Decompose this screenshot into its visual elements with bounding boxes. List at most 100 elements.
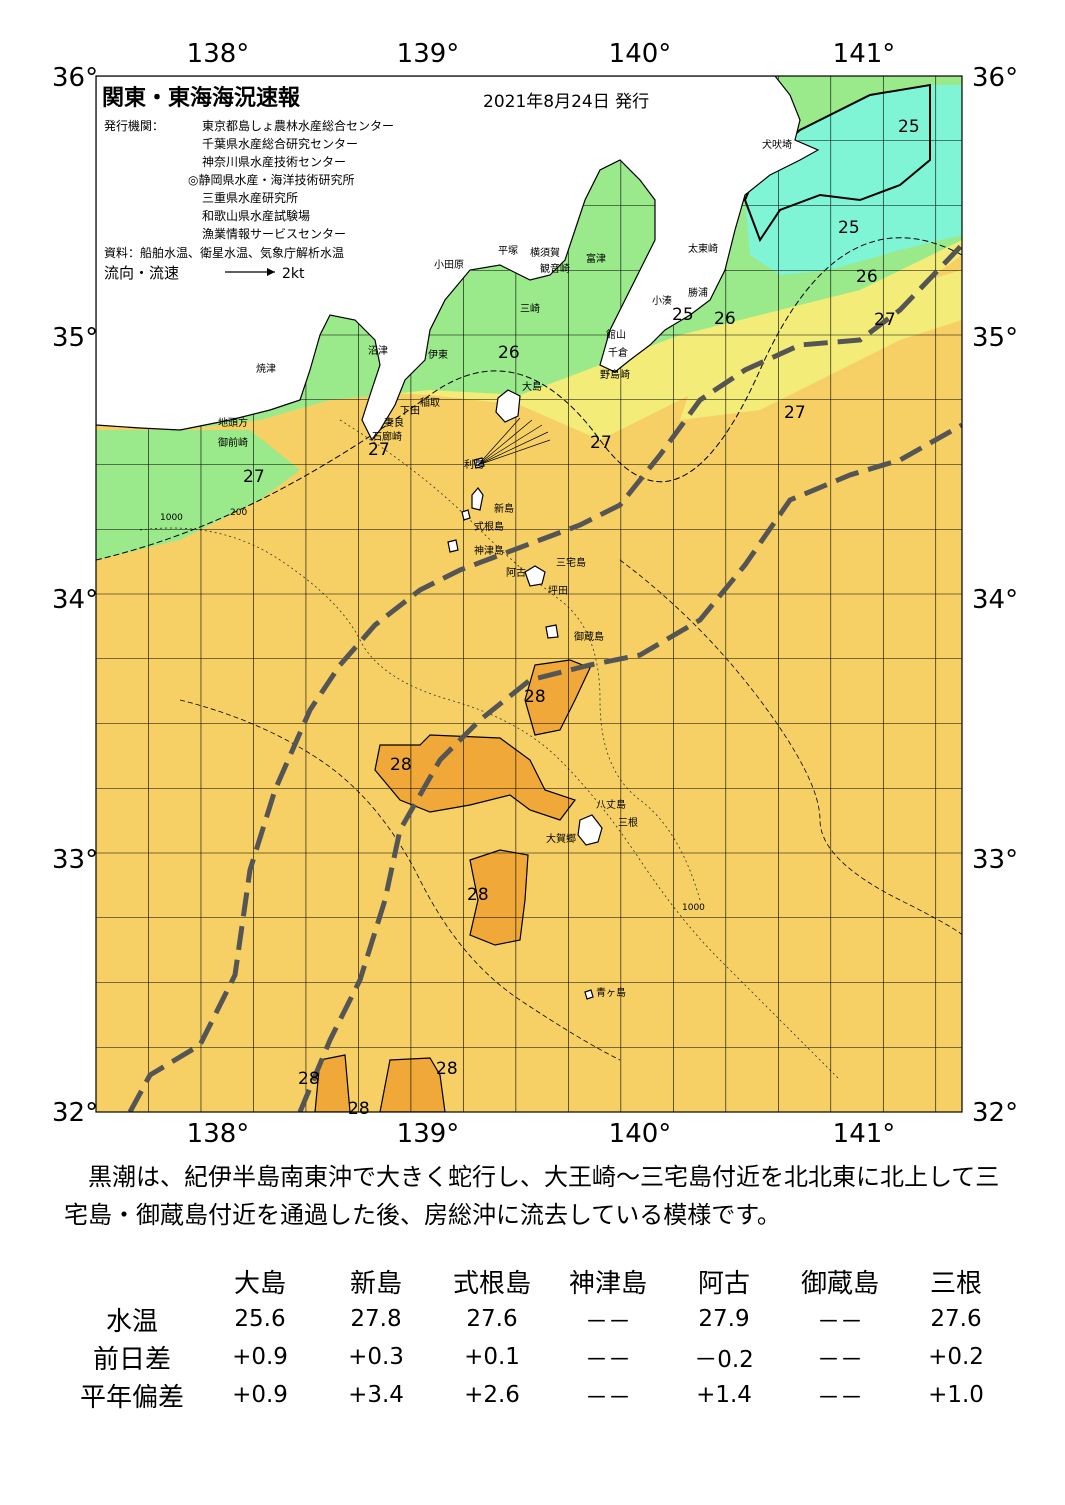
place-hiratsuka: 平塚 (498, 245, 518, 257)
col-ako: 阿古 (697, 1268, 750, 1299)
place-aogashima: 青ヶ島 (596, 986, 626, 999)
col-shikinejima: 式根島 (452, 1268, 531, 1299)
table-cell: 27.8 (350, 1306, 402, 1332)
isotherm-label: 26 (498, 343, 520, 363)
place-mitsune: 三根 (618, 816, 638, 829)
lat-label-34-left: 34° (52, 585, 98, 615)
flow-legend-label: 流向・流速 (104, 264, 179, 282)
current-vectors (477, 417, 551, 466)
depth-label-1000-b: 1000 (682, 903, 705, 913)
place-kozushima: 神津島 (474, 544, 504, 557)
table-cell: －－ (817, 1347, 863, 1373)
isotherm-label: 26 (714, 309, 736, 329)
lat-label-33-right: 33° (972, 845, 1018, 875)
warm-patch-28-c (469, 849, 529, 946)
lat-label-35-left: 35° (52, 323, 98, 353)
map-body (96, 76, 962, 1112)
water-25 (745, 85, 962, 275)
isotherm-label: 25 (672, 305, 694, 325)
isotherm-label: 28 (390, 755, 412, 775)
table-cell: －－ (585, 1385, 631, 1411)
place-shikinejima: 式根島 (474, 520, 504, 533)
place-inubosaki: 犬吠埼 (762, 138, 792, 151)
issuer-label: 発行機関： (104, 118, 164, 133)
isotherm-label: 28 (436, 1059, 458, 1079)
lon-label-141-bottom: 141° (833, 1119, 896, 1149)
isotherm-label: 27 (784, 403, 806, 423)
issuer-2: 千葉県水産総合研究センター (202, 136, 358, 151)
place-mera: 妻良 (384, 416, 404, 429)
place-jitogata: 地頭方 (218, 416, 248, 429)
table-cell: －－ (817, 1309, 863, 1335)
row-label-water-temp: 水温 (105, 1306, 158, 1337)
place-misaki: 三崎 (520, 302, 540, 315)
lon-label-138-bottom: 138° (187, 1119, 250, 1149)
lat-label-32-left: 32° (52, 1098, 98, 1128)
table-cell: +2.6 (464, 1382, 520, 1408)
table-row: 前日差 +0.9 +0.3 +0.1 －－ －0.2 －－ +0.2 (62, 1338, 1014, 1376)
table-cell: +0.2 (928, 1344, 984, 1370)
isotherm-label: 28 (524, 687, 546, 707)
kuroshio-axis-north (127, 243, 962, 1112)
col-kozushima: 神津島 (568, 1268, 647, 1299)
place-kannonzaki: 観音崎 (540, 262, 570, 275)
sea-temperature-map: 関東・東海海況速報 2021年8月24日 発行 発行機関： 東京都島しょ農林水産… (52, 39, 1018, 1149)
lat-label-36-right: 36° (972, 63, 1018, 93)
place-numazu: 沼津 (368, 344, 388, 357)
issue-date: 2021年8月24日 発行 (483, 92, 649, 112)
land (96, 76, 820, 1000)
map-title: 関東・東海海況速報 (102, 85, 301, 111)
isotherm-label: 25 (838, 218, 860, 238)
table-cell: 27.6 (466, 1306, 518, 1332)
place-iroozaki: 石廊崎 (372, 430, 402, 443)
issuer-3: 神奈川県水産技術センター (202, 154, 346, 169)
lon-label-139-bottom: 139° (397, 1119, 460, 1149)
isotherm-label: 25 (898, 117, 920, 137)
place-futtsu: 富津 (586, 252, 606, 265)
isotherm-label: 27 (874, 310, 896, 330)
row-label-day-diff: 前日差 (92, 1344, 171, 1375)
table-cell: 25.6 (234, 1306, 286, 1332)
place-shimoda: 下田 (400, 406, 420, 417)
data-sources: 資料：船舶水温、衛星水温、気象庁解析水温 (104, 245, 344, 260)
lat-label-32-right: 32° (972, 1098, 1018, 1128)
table-cell: －－ (585, 1309, 631, 1335)
isotherm-label: 27 (243, 467, 265, 487)
place-miyakejima: 三宅島 (556, 556, 586, 569)
isotherm-27-5-line (619, 559, 962, 940)
table-cell: －－ (817, 1385, 863, 1411)
table-row: 平年偏差 +0.9 +3.4 +2.6 －－ +1.4 －－ +1.0 (62, 1376, 1014, 1414)
table-cell: 27.9 (698, 1306, 750, 1332)
lon-label-139-top: 139° (397, 39, 460, 69)
depth-label-200: 200 (230, 508, 247, 518)
table-cell: +0.1 (464, 1344, 520, 1370)
place-niijima: 新島 (494, 502, 514, 515)
isotherm-27-5-line-b (179, 699, 621, 1061)
place-ako: 阿古 (506, 566, 526, 579)
table-cell: －－ (585, 1347, 631, 1373)
isotherm-label: 28 (348, 1099, 370, 1119)
col-oshima: 大島 (233, 1268, 286, 1299)
place-names: 犬吠埼 太東崎 勝浦 小湊 富津 横須賀 観音崎 平塚 小田原 三崎 館山 千倉… (218, 138, 792, 999)
table-cell: +1.0 (928, 1382, 984, 1408)
place-chikura: 千倉 (608, 346, 628, 359)
table-cell: +0.9 (232, 1382, 288, 1408)
place-tsubota: 坪田 (548, 584, 568, 597)
place-mikurajima: 御蔵島 (574, 630, 604, 643)
col-mitsune: 三根 (929, 1268, 982, 1299)
summary-text: 黒潮は、紀伊半島南東沖で大きく蛇行し、大王崎～三宅島付近を北北東に北上して三宅島… (64, 1163, 1000, 1229)
isotherm-label: 28 (467, 885, 489, 905)
place-inatori: 稲取 (420, 397, 440, 409)
place-katsuura: 勝浦 (688, 286, 708, 299)
sst-table-header-row: 大島 新島 式根島 神津島 阿古 御蔵島 三根 (62, 1262, 1014, 1300)
place-toshima: 利島 (464, 458, 484, 471)
table-cell: +0.3 (348, 1344, 404, 1370)
issuer-4: ◎静岡県水産・海洋技術研究所 (188, 172, 354, 187)
sst-table: 大島 新島 式根島 神津島 阿古 御蔵島 三根 水温 25.6 27.8 27.… (62, 1262, 1014, 1414)
table-cell: +3.4 (348, 1382, 404, 1408)
place-kominato: 小湊 (652, 294, 672, 307)
flow-legend-scale: 2kt (282, 266, 305, 282)
lon-label-141-top: 141° (833, 39, 896, 69)
place-omaezaki: 御前崎 (218, 436, 248, 449)
isotherm-label: 28 (298, 1069, 320, 1089)
